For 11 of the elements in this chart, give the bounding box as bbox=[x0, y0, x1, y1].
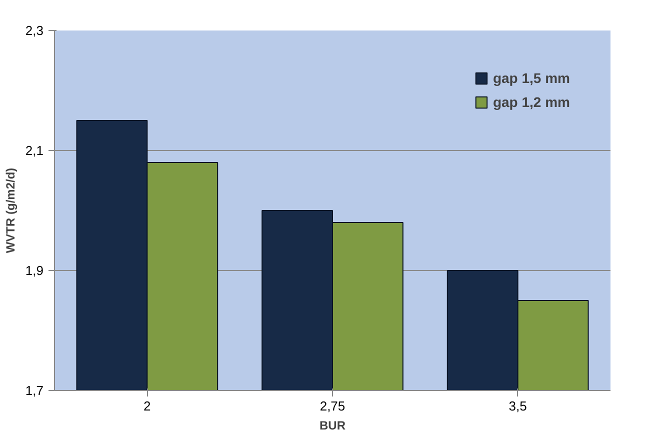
legend-label: gap 1,2 mm bbox=[492, 94, 570, 110]
x-tick-label: 3,5 bbox=[508, 398, 527, 414]
y-tick-label: 1,9 bbox=[25, 263, 44, 278]
y-tick-label: 2,1 bbox=[25, 143, 44, 158]
y-tick-label: 2,3 bbox=[25, 23, 44, 38]
x-tick-label: 2,75 bbox=[320, 398, 346, 414]
x-axis-title: BUR bbox=[320, 418, 346, 432]
x-tick-label: 2 bbox=[144, 398, 151, 414]
y-tick-label: 1,7 bbox=[25, 383, 44, 398]
y-axis-title: WVTR (g/m2/d) bbox=[3, 168, 18, 254]
legend-label: gap 1,5 mm bbox=[492, 70, 570, 86]
